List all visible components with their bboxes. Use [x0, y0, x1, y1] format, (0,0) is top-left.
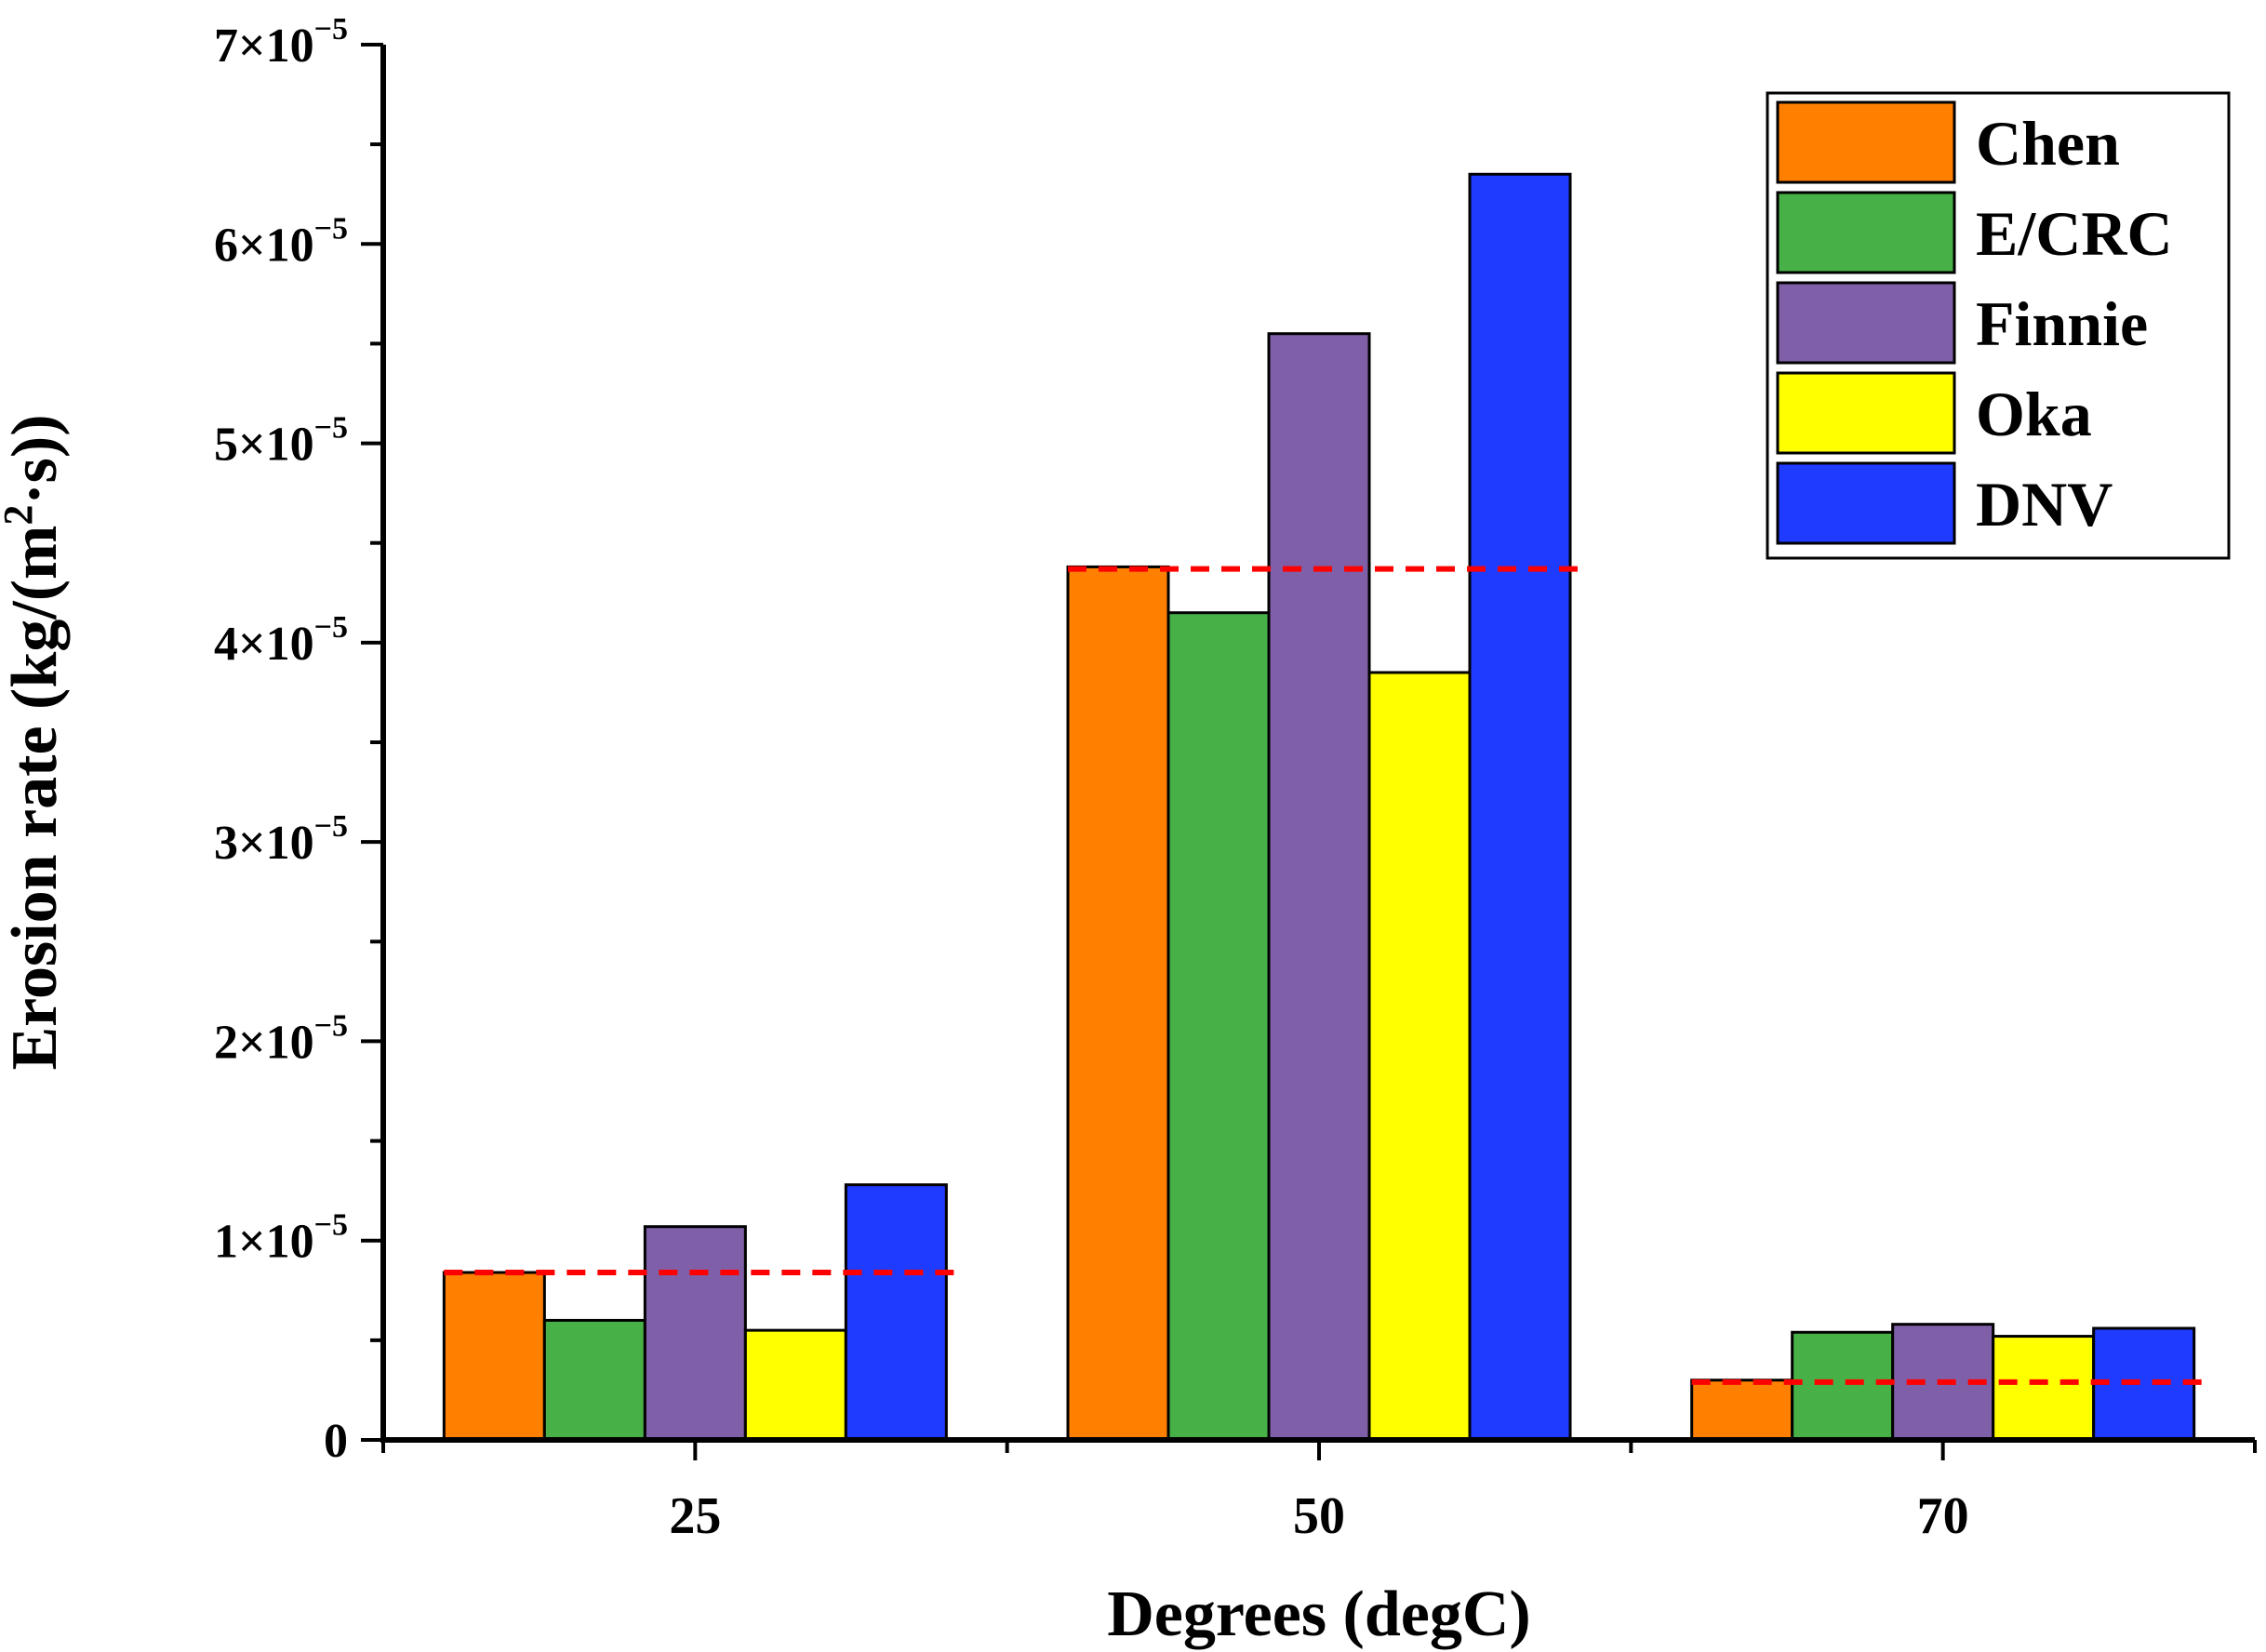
y-tick-label: 3×10−5 [214, 809, 348, 870]
bar-e-crc-70 [1791, 1330, 1895, 1442]
y-tick-label: 1×10−5 [214, 1208, 348, 1269]
bar-chen-25 [442, 1271, 546, 1442]
bars-layer [442, 172, 2196, 1442]
legend: Chen E/CRC Finnie Oka DNV [1766, 91, 2231, 560]
bar-dnv-50 [1468, 172, 1572, 1442]
bar-e-crc-25 [542, 1318, 646, 1442]
legend-label-dnv: DNV [1976, 469, 2113, 540]
legend-swatch-finnie [1776, 281, 1956, 365]
y-tick-label: 0 [324, 1415, 348, 1468]
legend-swatch-oka [1776, 371, 1956, 455]
x-tick-label: 50 [1293, 1487, 1345, 1545]
x-tick-label: 70 [1917, 1487, 1969, 1545]
y-tick-label: 2×10−5 [214, 1008, 348, 1069]
legend-label-finnie: Finnie [1976, 288, 2148, 359]
x-tick-label: 25 [669, 1487, 721, 1545]
bar-oka-50 [1367, 671, 1472, 1442]
reference-lines-layer [444, 566, 2202, 1385]
x-axis-title: Degrees (degC) [1107, 1579, 1530, 1650]
y-tick-label: 6×10−5 [214, 211, 348, 272]
y-tick-label: 4×10−5 [214, 610, 348, 671]
legend-swatch-chen [1776, 100, 1956, 184]
bar-e-crc-50 [1166, 611, 1271, 1442]
legend-swatch-dnv [1776, 461, 1956, 545]
bar-dnv-25 [844, 1183, 948, 1442]
y-tick-label: 5×10−5 [214, 411, 348, 472]
y-ticks-layer: 0 1×10−5 2×10−5 3×10−5 4×10−5 5×10−5 6×10−5 7×1… [214, 12, 383, 1468]
bar-oka-25 [743, 1328, 847, 1442]
bar-chen-50 [1066, 565, 1170, 1442]
legend-label-chen: Chen [1976, 108, 2120, 179]
bar-finnie-25 [643, 1225, 747, 1442]
legend-label-e-crc: E/CRC [1976, 198, 2173, 269]
y-tick-label: 7×10−5 [214, 12, 348, 73]
legend-swatch-e-crc [1776, 191, 1956, 274]
bar-oka-70 [1992, 1335, 2096, 1442]
bar-finnie-50 [1267, 332, 1371, 1442]
bar-chen-70 [1690, 1379, 1794, 1442]
x-ticks-layer: 25 50 70 [381, 1440, 2257, 1545]
legend-label-oka: Oka [1976, 379, 2092, 449]
y-axis-title: Erosion rate (kg/(m2·s)) [0, 414, 71, 1070]
